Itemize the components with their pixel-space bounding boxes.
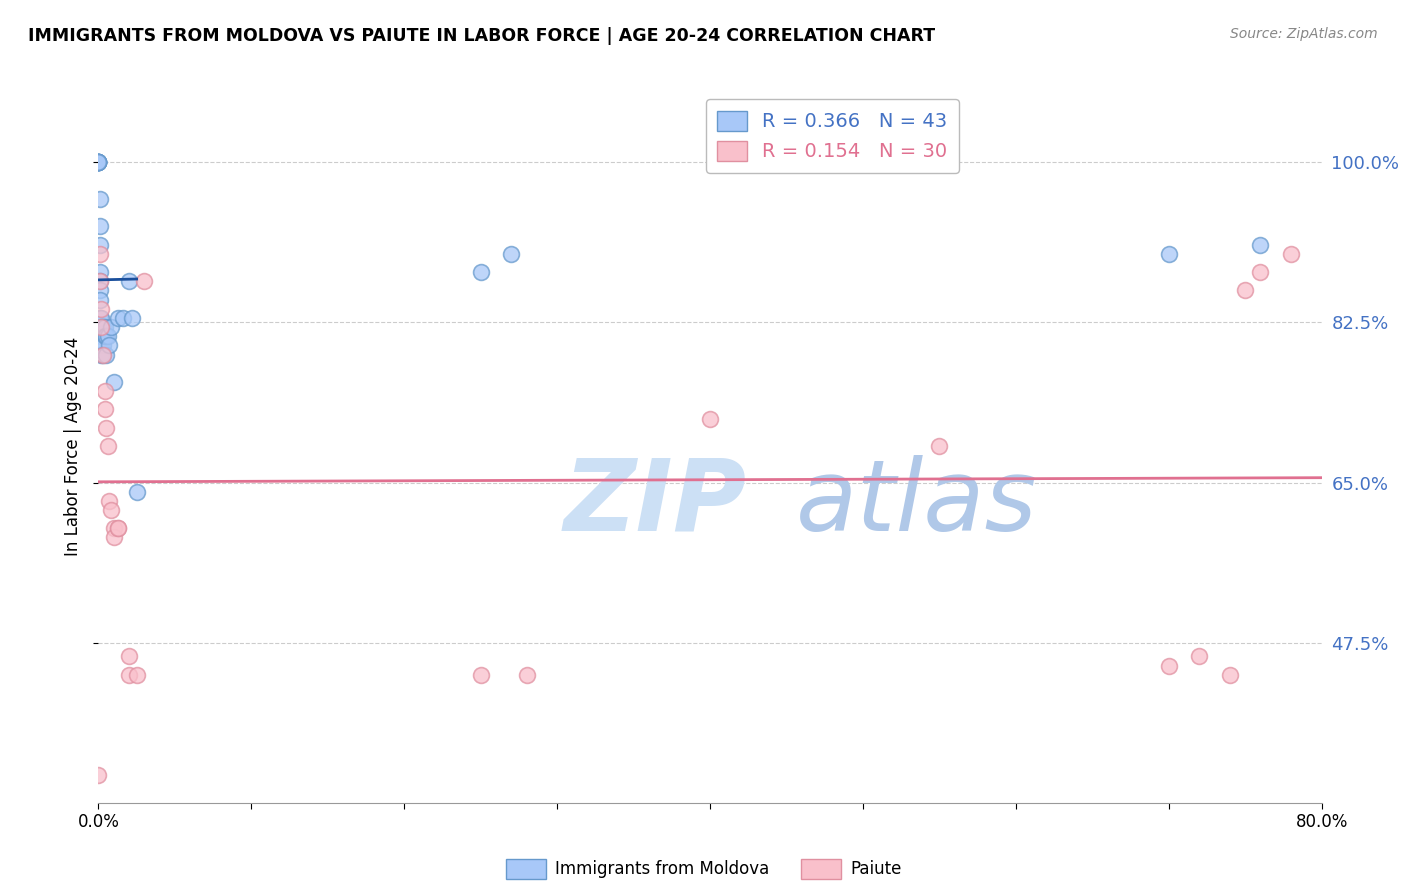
Point [91, 320, 114, 334]
Point [1188, 649, 1211, 664]
Point [125, 484, 148, 499]
Text: Paiute: Paiute [851, 860, 903, 878]
Point [90, 320, 112, 334]
Point [87, 155, 110, 169]
Point [134, 274, 156, 288]
Point [98, 338, 121, 352]
Point [90, 338, 112, 352]
Point [87, 155, 110, 169]
Point [1157, 658, 1180, 673]
Point [87, 155, 110, 169]
Point [93, 320, 115, 334]
Point [516, 667, 538, 681]
Point [90, 320, 112, 334]
Point [87, 155, 110, 169]
Point [87, 155, 110, 169]
Point [928, 439, 950, 453]
Point [118, 667, 141, 681]
Point [89, 310, 111, 325]
Text: ZIP: ZIP [564, 455, 747, 551]
Point [89, 192, 111, 206]
Point [94, 329, 117, 343]
Point [87, 155, 110, 169]
Point [118, 274, 141, 288]
Point [699, 411, 721, 425]
Point [1249, 237, 1271, 252]
Point [125, 667, 148, 681]
Legend: R = 0.366   N = 43, R = 0.154   N = 30: R = 0.366 N = 43, R = 0.154 N = 30 [706, 99, 959, 173]
Point [91, 338, 114, 352]
Point [90, 347, 112, 361]
Point [93, 384, 115, 398]
Point [103, 375, 125, 389]
Point [1249, 265, 1271, 279]
Point [1279, 247, 1302, 261]
Point [97, 329, 120, 343]
Point [98, 494, 121, 508]
Point [89, 274, 111, 288]
Point [89, 219, 111, 234]
Point [87, 155, 110, 169]
Point [103, 531, 125, 545]
Point [470, 265, 492, 279]
Point [107, 521, 129, 535]
Point [501, 247, 523, 261]
Text: Source: ZipAtlas.com: Source: ZipAtlas.com [1230, 27, 1378, 41]
Text: atlas: atlas [796, 455, 1038, 551]
Point [94, 347, 117, 361]
Text: IMMIGRANTS FROM MOLDOVA VS PAIUTE IN LABOR FORCE | AGE 20-24 CORRELATION CHART: IMMIGRANTS FROM MOLDOVA VS PAIUTE IN LAB… [28, 27, 935, 45]
Point [87, 155, 110, 169]
Point [470, 667, 492, 681]
Text: Immigrants from Moldova: Immigrants from Moldova [555, 860, 769, 878]
Point [94, 420, 117, 434]
Point [89, 284, 111, 298]
Point [97, 439, 120, 453]
Point [118, 649, 141, 664]
Point [100, 503, 122, 517]
Point [89, 274, 111, 288]
Point [121, 310, 143, 325]
Point [1234, 284, 1257, 298]
Point [87, 155, 110, 169]
Point [107, 310, 129, 325]
Point [89, 247, 111, 261]
Point [91, 347, 114, 361]
Point [87, 155, 110, 169]
Point [93, 329, 115, 343]
Point [1219, 667, 1241, 681]
Point [91, 347, 114, 361]
Y-axis label: In Labor Force | Age 20-24: In Labor Force | Age 20-24 [65, 336, 83, 556]
Point [1157, 247, 1180, 261]
Point [103, 521, 125, 535]
Point [89, 293, 111, 307]
Point [93, 402, 115, 417]
Point [90, 329, 112, 343]
Point [90, 301, 112, 316]
Point [89, 265, 111, 279]
Point [90, 310, 112, 325]
Point [100, 320, 122, 334]
Point [111, 310, 134, 325]
Point [89, 237, 111, 252]
Point [107, 521, 129, 535]
Point [87, 768, 110, 782]
